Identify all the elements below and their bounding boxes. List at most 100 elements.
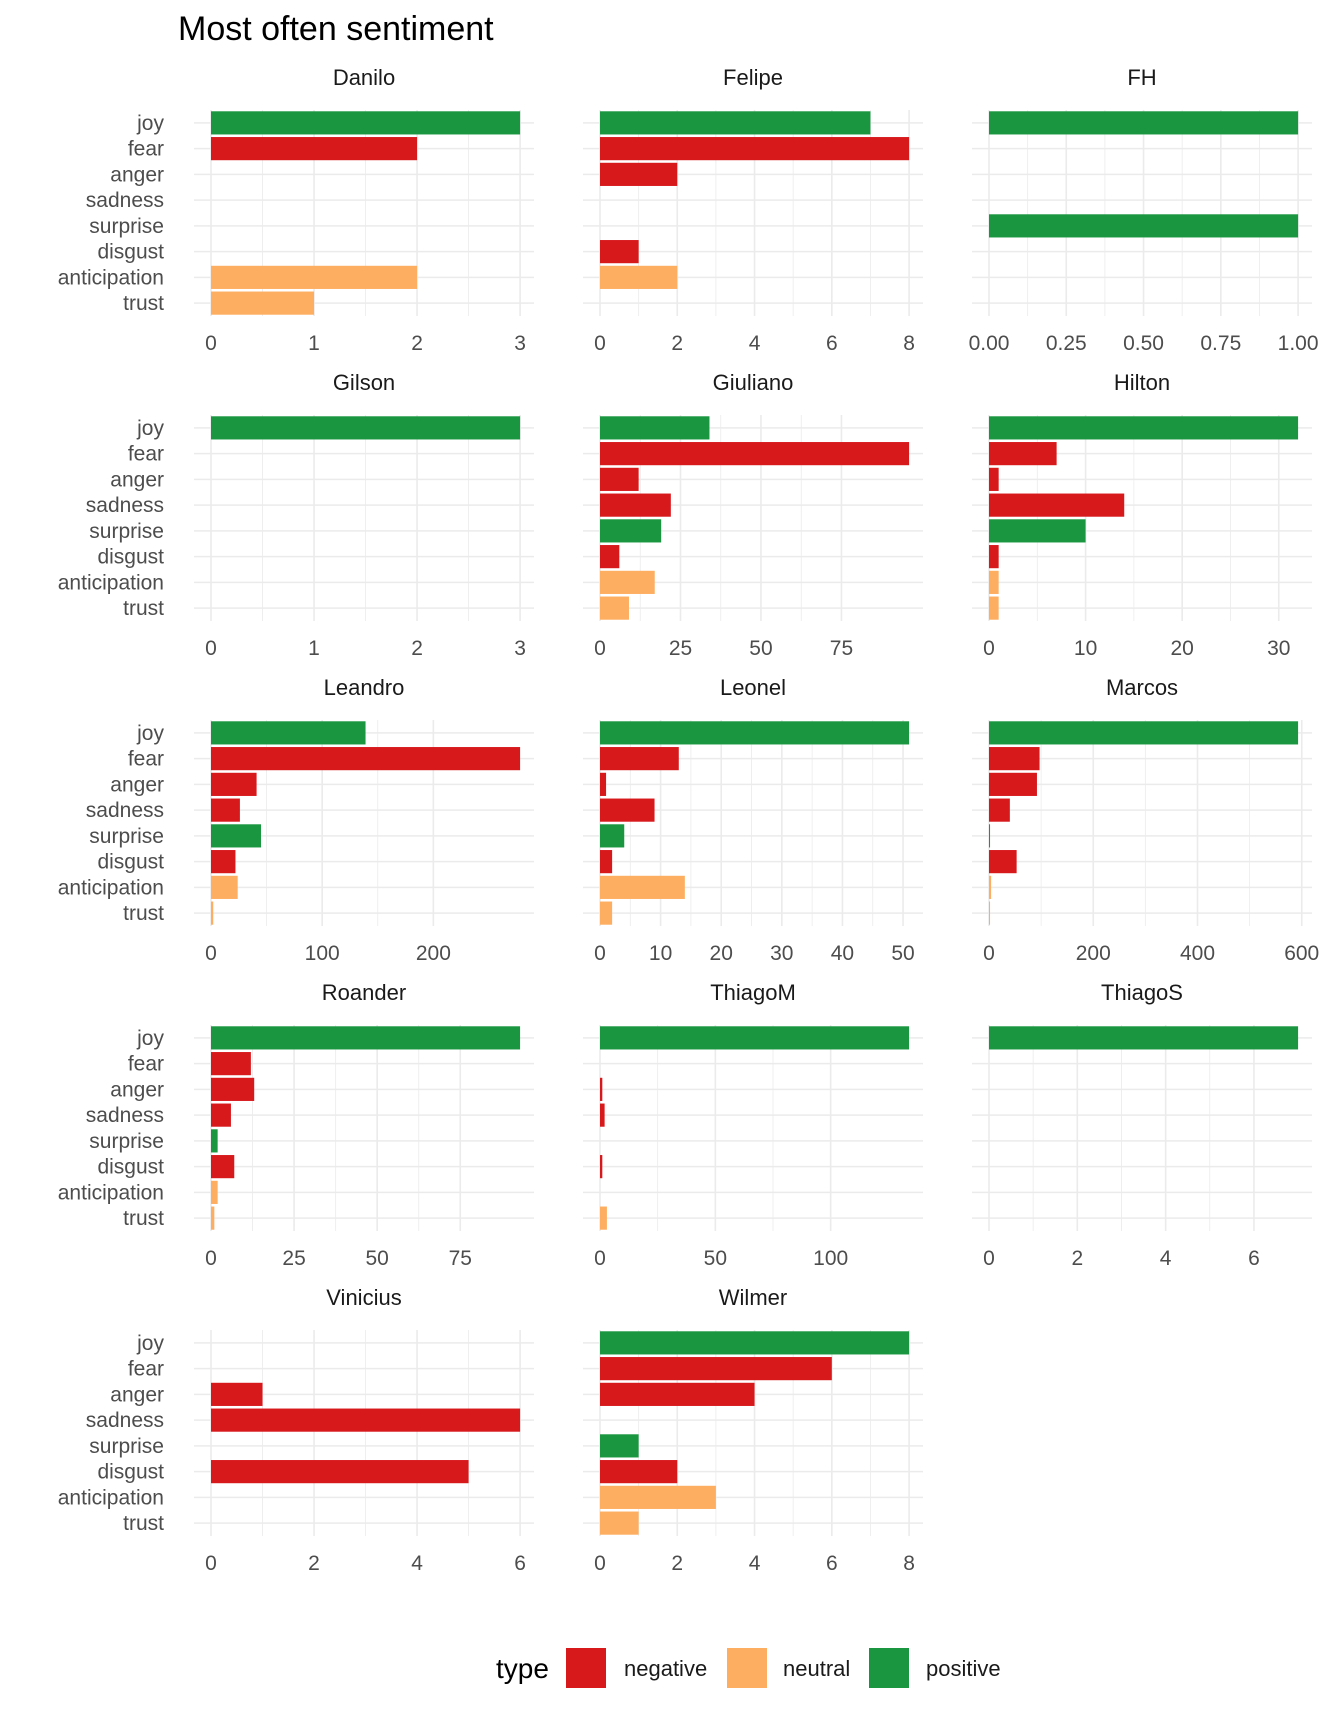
y-tick-label-surprise: surprise bbox=[89, 215, 164, 238]
x-tick-label-leonel: 40 bbox=[831, 942, 854, 965]
bar-giuliano-disgust bbox=[600, 545, 620, 569]
bar-giuliano-trust bbox=[600, 596, 629, 620]
bar-roander-joy bbox=[211, 1026, 521, 1050]
x-tick-label-roander: 50 bbox=[365, 1247, 388, 1270]
y-tick-label-disgust: disgust bbox=[97, 241, 164, 264]
bar-wilmer-surprise bbox=[600, 1434, 639, 1458]
bar-leonel-fear bbox=[600, 747, 679, 771]
bar-leandro-joy bbox=[211, 721, 366, 745]
x-tick-label-leonel: 50 bbox=[891, 942, 914, 965]
x-tick-label-leonel: 20 bbox=[710, 942, 733, 965]
x-tick-label-wilmer: 2 bbox=[671, 1552, 683, 1575]
y-tick-label-disgust: disgust bbox=[97, 851, 164, 874]
x-tick-label-felipe: 0 bbox=[594, 332, 606, 355]
panel-title-wilmer: Wilmer bbox=[719, 1285, 787, 1310]
bar-wilmer-trust bbox=[600, 1511, 639, 1535]
x-tick-label-felipe: 6 bbox=[826, 332, 838, 355]
bar-hilton-anger bbox=[989, 467, 999, 491]
bar-vinicius-sadness bbox=[211, 1408, 521, 1432]
x-tick-label-leandro: 200 bbox=[416, 942, 451, 965]
legend-label-negative: negative bbox=[624, 1656, 707, 1681]
x-tick-label-leonel: 30 bbox=[770, 942, 793, 965]
bar-leandro-surprise bbox=[211, 824, 262, 848]
x-tick-label-thiagom: 100 bbox=[813, 1247, 848, 1270]
x-tick-label-giuliano: 25 bbox=[669, 637, 692, 660]
bar-leonel-trust bbox=[600, 901, 613, 925]
x-tick-label-roander: 75 bbox=[449, 1247, 472, 1270]
bar-vinicius-anger bbox=[211, 1382, 263, 1406]
legend-key-positive bbox=[869, 1648, 909, 1688]
panel-title-danilo: Danilo bbox=[333, 65, 395, 90]
y-tick-label-disgust: disgust bbox=[97, 1156, 164, 1179]
x-tick-label-thiagom: 50 bbox=[704, 1247, 727, 1270]
x-tick-label-giuliano: 50 bbox=[749, 637, 772, 660]
x-tick-label-wilmer: 4 bbox=[749, 1552, 761, 1575]
bar-hilton-surprise bbox=[989, 519, 1086, 543]
bar-leonel-joy bbox=[600, 721, 910, 745]
x-tick-label-fh: 0.00 bbox=[969, 332, 1010, 355]
bar-marcos-sadness bbox=[989, 798, 1010, 822]
y-tick-label-surprise: surprise bbox=[89, 1435, 164, 1458]
y-tick-label-disgust: disgust bbox=[97, 1461, 164, 1484]
bar-leonel-anger bbox=[600, 772, 607, 796]
panel-title-vinicius: Vinicius bbox=[326, 1285, 401, 1310]
x-tick-label-hilton: 10 bbox=[1074, 637, 1097, 660]
bar-felipe-anger bbox=[600, 162, 678, 186]
x-tick-label-vinicius: 2 bbox=[308, 1552, 320, 1575]
x-tick-label-leonel: 0 bbox=[594, 942, 606, 965]
bar-leandro-sadness bbox=[211, 798, 240, 822]
x-tick-label-felipe: 2 bbox=[671, 332, 683, 355]
x-tick-label-gilson: 0 bbox=[205, 637, 217, 660]
y-tick-label-sadness: sadness bbox=[86, 799, 164, 822]
bar-thiagos-joy bbox=[989, 1026, 1299, 1050]
y-tick-label-anger: anger bbox=[110, 773, 164, 796]
bar-marcos-fear bbox=[989, 747, 1040, 771]
bar-marcos-anticipation bbox=[989, 875, 992, 899]
panel-title-gilson: Gilson bbox=[333, 370, 395, 395]
panel-title-thiagos: ThiagoS bbox=[1101, 980, 1183, 1005]
y-tick-label-sadness: sadness bbox=[86, 1104, 164, 1127]
x-tick-label-fh: 0.25 bbox=[1046, 332, 1087, 355]
x-tick-label-hilton: 30 bbox=[1267, 637, 1290, 660]
panel-title-roander: Roander bbox=[322, 980, 406, 1005]
panel-title-hilton: Hilton bbox=[1114, 370, 1170, 395]
bar-roander-disgust bbox=[211, 1155, 235, 1179]
y-tick-label-sadness: sadness bbox=[86, 494, 164, 517]
legend-key-negative bbox=[566, 1648, 606, 1688]
y-tick-label-joy: joy bbox=[136, 1027, 164, 1050]
legend-title: type bbox=[496, 1653, 549, 1684]
x-tick-label-vinicius: 6 bbox=[514, 1552, 526, 1575]
x-tick-label-danilo: 1 bbox=[308, 332, 320, 355]
bar-roander-surprise bbox=[211, 1129, 218, 1153]
x-tick-label-gilson: 2 bbox=[411, 637, 423, 660]
x-tick-label-fh: 0.75 bbox=[1200, 332, 1241, 355]
bar-leandro-disgust bbox=[211, 850, 236, 874]
bar-fh-surprise bbox=[989, 214, 1299, 238]
legend-label-positive: positive bbox=[926, 1656, 1001, 1681]
x-tick-label-giuliano: 0 bbox=[594, 637, 606, 660]
bar-leandro-anticipation bbox=[211, 875, 238, 899]
y-tick-label-sadness: sadness bbox=[86, 189, 164, 212]
bar-hilton-anticipation bbox=[989, 570, 999, 594]
y-tick-label-fear: fear bbox=[128, 138, 164, 161]
x-tick-label-danilo: 0 bbox=[205, 332, 217, 355]
bar-marcos-trust bbox=[989, 901, 991, 925]
bar-danilo-trust bbox=[211, 291, 315, 315]
bar-hilton-sadness bbox=[989, 493, 1125, 517]
bar-leandro-trust bbox=[211, 901, 214, 925]
x-tick-label-roander: 0 bbox=[205, 1247, 217, 1270]
bar-giuliano-surprise bbox=[600, 519, 662, 543]
bar-giuliano-sadness bbox=[600, 493, 671, 517]
y-tick-label-joy: joy bbox=[136, 112, 164, 135]
y-tick-label-fear: fear bbox=[128, 1358, 164, 1381]
x-tick-label-hilton: 0 bbox=[983, 637, 995, 660]
bar-felipe-disgust bbox=[600, 240, 639, 264]
y-tick-label-anger: anger bbox=[110, 163, 164, 186]
panel-title-giuliano: Giuliano bbox=[713, 370, 794, 395]
x-tick-label-leonel: 10 bbox=[649, 942, 672, 965]
y-tick-label-fear: fear bbox=[128, 748, 164, 771]
bar-felipe-joy bbox=[600, 111, 871, 135]
x-tick-label-wilmer: 6 bbox=[826, 1552, 838, 1575]
